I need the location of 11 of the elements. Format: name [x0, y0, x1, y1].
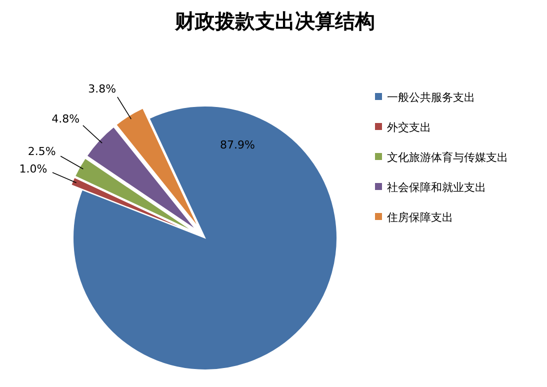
legend-label: 一般公共服务支出 [387, 91, 475, 104]
data-label: 1.0% [19, 162, 48, 176]
legend-label: 文化旅游体育与传媒支出 [387, 151, 508, 164]
data-label: 4.8% [52, 112, 80, 126]
legend-label: 外交支出 [387, 121, 431, 134]
data-label: 87.9% [220, 138, 255, 152]
legend-label: 社会保障和就业支出 [387, 181, 486, 194]
legend-label: 住房保障支出 [387, 211, 453, 224]
data-label: 2.5% [28, 145, 56, 158]
data-label: 3.8% [88, 82, 116, 96]
chart-title: 财政拨款支出决算结构 [174, 9, 375, 33]
